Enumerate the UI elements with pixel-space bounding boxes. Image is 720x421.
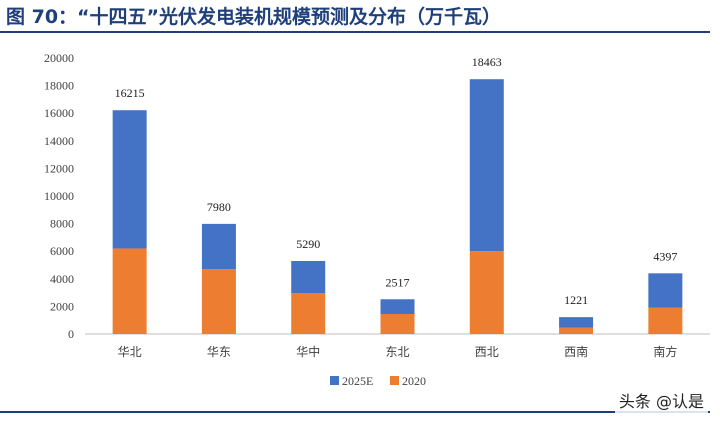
legend-swatch-2025E (330, 376, 339, 385)
data-label-total: 7980 (207, 200, 231, 214)
y-tick-label: 4000 (50, 272, 74, 286)
bar-2020-华东 (201, 269, 236, 334)
bar-2025E-华东 (201, 223, 236, 270)
title-rule (0, 31, 710, 33)
data-label-total: 16215 (115, 86, 145, 100)
bar-2025E-东北 (380, 299, 415, 314)
x-tick-label: 东北 (385, 345, 409, 359)
y-tick-label: 20000 (44, 51, 74, 65)
y-tick-label: 12000 (44, 161, 74, 175)
bar-2020-东北 (380, 313, 415, 334)
x-tick-label: 华北 (118, 345, 142, 359)
y-tick-label: 10000 (44, 189, 74, 203)
data-label-total: 18463 (472, 55, 502, 69)
bar-2025E-华北 (112, 110, 147, 249)
y-tick-label: 14000 (44, 134, 74, 148)
chart-title: 图 70：“十四五”光伏发电装机规模预测及分布（万千瓦） (6, 6, 502, 28)
data-label-total: 2517 (386, 275, 410, 289)
x-tick-label: 华中 (296, 344, 320, 359)
bar-2025E-西南 (559, 317, 594, 328)
bar-2020-华中 (291, 293, 326, 334)
x-tick-label: 南方 (653, 344, 677, 359)
bar-2020-西南 (559, 327, 594, 334)
footer-rule (0, 411, 710, 413)
y-tick-label: 18000 (44, 79, 74, 93)
y-tick-label: 0 (68, 327, 74, 341)
y-tick-label: 8000 (50, 217, 74, 231)
watermark: 头条 @认是 (614, 387, 708, 413)
y-tick-label: 2000 (50, 299, 74, 313)
x-tick-label: 西南 (564, 344, 588, 359)
bar-2025E-西北 (469, 79, 504, 252)
data-label-total: 1221 (564, 293, 588, 307)
legend-label-2025E: 2025E (342, 374, 373, 388)
y-tick-label: 6000 (50, 244, 74, 258)
bar-2020-西北 (469, 251, 504, 334)
data-label-total: 4397 (653, 249, 677, 263)
y-tick-label: 16000 (44, 106, 74, 120)
data-label-total: 5290 (296, 237, 320, 251)
x-tick-label: 西北 (475, 345, 499, 359)
bar-2025E-华中 (291, 260, 326, 294)
bar-2025E-南方 (648, 273, 683, 308)
legend-swatch-2020 (390, 376, 399, 385)
bar-2020-南方 (648, 307, 683, 334)
legend-label-2020: 2020 (402, 374, 426, 388)
bar-2020-华北 (112, 248, 147, 334)
x-tick-label: 华东 (207, 345, 231, 359)
